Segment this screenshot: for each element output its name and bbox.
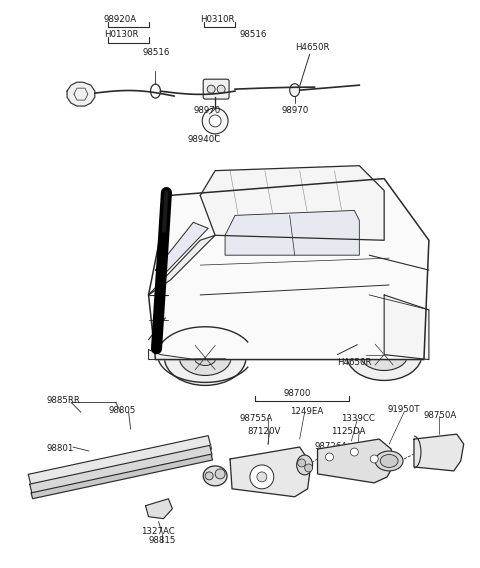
Text: 87120V: 87120V <box>247 427 280 436</box>
Text: 98970: 98970 <box>282 106 309 115</box>
Text: 91950T: 91950T <box>387 406 420 414</box>
Polygon shape <box>384 295 429 360</box>
Text: 98970: 98970 <box>193 106 220 115</box>
Circle shape <box>209 115 221 127</box>
Text: 9885RR: 9885RR <box>46 396 80 406</box>
Text: 98750A: 98750A <box>424 411 457 420</box>
Text: 1125DA: 1125DA <box>332 427 366 436</box>
Ellipse shape <box>297 455 312 475</box>
Text: 98801: 98801 <box>46 444 73 453</box>
Ellipse shape <box>203 466 227 486</box>
Polygon shape <box>318 439 394 483</box>
Ellipse shape <box>194 350 216 366</box>
Text: 98940C: 98940C <box>187 135 220 144</box>
Circle shape <box>305 464 312 472</box>
Text: 1327AC: 1327AC <box>141 527 174 536</box>
Circle shape <box>325 453 334 461</box>
Ellipse shape <box>165 330 246 386</box>
Ellipse shape <box>290 83 300 97</box>
Text: 98516: 98516 <box>143 48 170 57</box>
Text: 98920A: 98920A <box>104 15 137 23</box>
Polygon shape <box>30 445 212 494</box>
Circle shape <box>306 276 313 284</box>
Text: 98805: 98805 <box>109 406 136 415</box>
Circle shape <box>215 469 225 479</box>
Ellipse shape <box>180 340 231 375</box>
Text: 98815: 98815 <box>148 536 176 545</box>
Polygon shape <box>225 210 360 255</box>
Polygon shape <box>148 178 429 360</box>
Circle shape <box>257 472 267 482</box>
Text: 98726A: 98726A <box>314 442 348 451</box>
Text: 1249EA: 1249EA <box>290 407 323 416</box>
Text: 98755A: 98755A <box>240 414 273 423</box>
Circle shape <box>350 448 358 456</box>
Text: 1339CC: 1339CC <box>341 414 375 423</box>
Polygon shape <box>148 350 195 360</box>
Polygon shape <box>156 222 208 275</box>
Ellipse shape <box>375 451 403 471</box>
Circle shape <box>153 506 162 516</box>
Polygon shape <box>31 454 213 499</box>
Text: H0130R: H0130R <box>104 31 138 39</box>
Polygon shape <box>28 436 212 488</box>
Polygon shape <box>67 82 95 106</box>
Text: H4650R: H4650R <box>295 43 329 52</box>
Circle shape <box>205 472 213 480</box>
Text: 98700: 98700 <box>284 390 312 398</box>
Polygon shape <box>148 235 215 295</box>
Ellipse shape <box>360 339 408 370</box>
Circle shape <box>370 455 378 463</box>
Text: H0310R: H0310R <box>200 15 235 23</box>
Ellipse shape <box>347 329 422 381</box>
FancyBboxPatch shape <box>203 79 229 99</box>
Circle shape <box>217 85 225 93</box>
Polygon shape <box>230 447 310 497</box>
Text: 98516: 98516 <box>240 31 267 39</box>
Circle shape <box>298 459 306 467</box>
Circle shape <box>202 108 228 134</box>
Polygon shape <box>414 434 464 471</box>
Text: H4650R: H4650R <box>337 358 372 366</box>
Polygon shape <box>200 166 384 240</box>
Circle shape <box>207 85 215 93</box>
Ellipse shape <box>380 454 398 467</box>
Polygon shape <box>145 499 172 519</box>
Circle shape <box>250 465 274 489</box>
